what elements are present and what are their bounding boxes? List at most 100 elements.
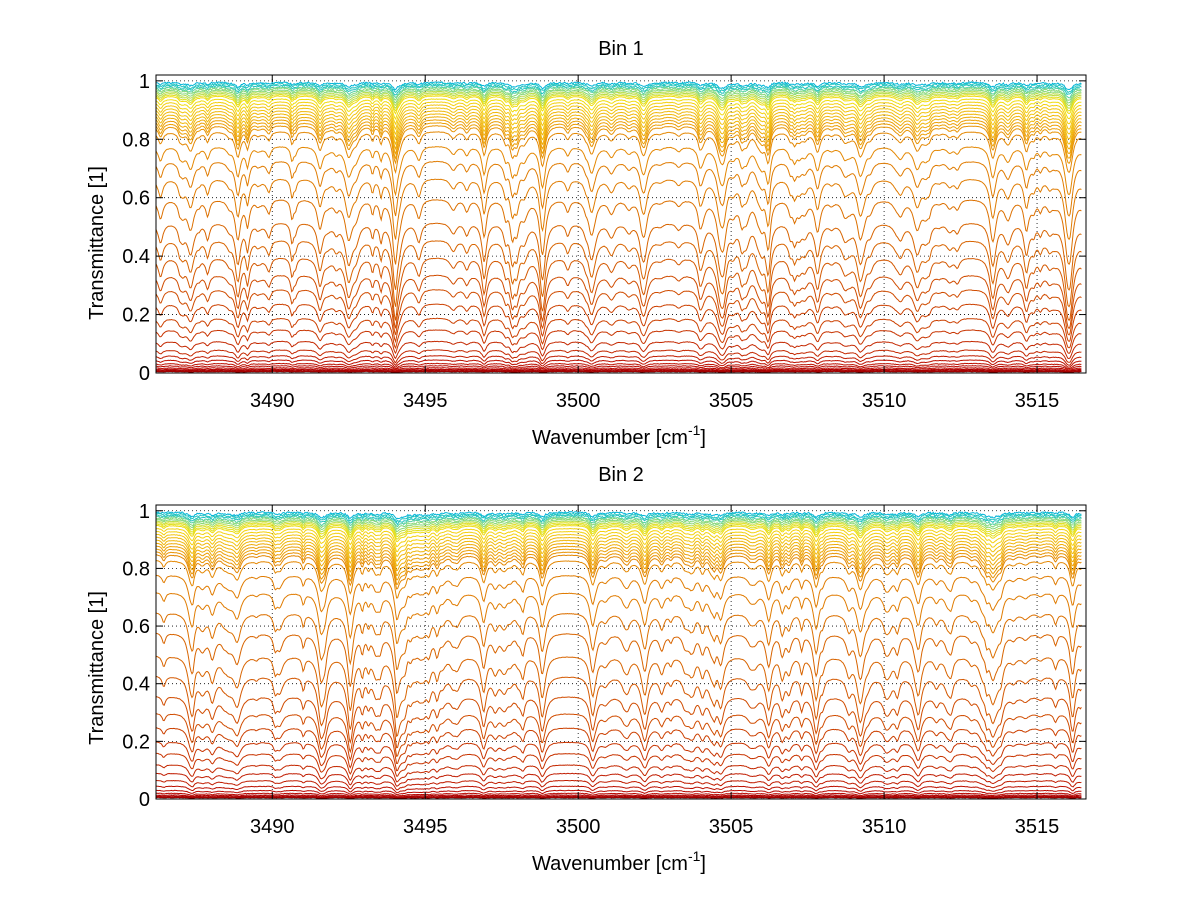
spectrum-curve	[155, 796, 1082, 799]
y-tick-label: 0.4	[122, 674, 150, 696]
spectrum-curve	[155, 632, 1082, 695]
spectrum-curve	[155, 548, 1082, 581]
spectrum-curve	[155, 329, 1082, 355]
y-tick-label: 0.8	[122, 129, 150, 151]
axes-box	[155, 74, 1087, 374]
x-tick-label: 3500	[556, 390, 601, 412]
x-tick-label: 3495	[403, 390, 448, 412]
spectrum-curve	[155, 93, 1082, 112]
subplot-bin-1: Bin 1 3490 3495 3500 3505 3510 3515 0 0.2 0.4 0.6…	[86, 38, 1087, 449]
spectrum-curve	[155, 110, 1082, 141]
spectrum-curve	[155, 369, 1082, 373]
x-tick-label: 3495	[403, 816, 448, 838]
spectrum-curve	[155, 533, 1082, 557]
spectrum-curve	[155, 551, 1082, 585]
spectrum-curve	[155, 82, 1082, 94]
spectrum-curve	[155, 727, 1082, 765]
plot-title: Bin 2	[598, 464, 644, 486]
spectrum-curve	[155, 122, 1082, 160]
spectrum-curve	[155, 340, 1082, 360]
y-tick-label: 0.2	[122, 305, 150, 327]
y-tick-label: 0.4	[122, 246, 150, 268]
x-tick-label: 3515	[1015, 816, 1060, 838]
y-tick-label: 0.6	[122, 188, 150, 210]
spectrum-curve	[155, 510, 1082, 520]
spectrum-curve	[155, 554, 1082, 590]
spectrum-curve	[155, 712, 1082, 757]
spectrum-curve	[155, 539, 1082, 567]
x-axis-label-main: Wavenumber [cm	[532, 427, 688, 449]
x-tick-label: 3490	[250, 816, 295, 838]
x-tick-label: 3510	[862, 390, 907, 412]
spectrum-curve	[155, 752, 1082, 777]
spectrum-curve	[155, 355, 1082, 367]
spectrum-curve	[155, 519, 1082, 533]
spectrum-curve	[155, 289, 1082, 336]
spectrum-curve	[155, 160, 1082, 217]
y-tick-label: 0.2	[122, 731, 150, 753]
spectrum-curve	[155, 675, 1082, 738]
spectrum-curve	[155, 303, 1082, 344]
spectrum-curve	[155, 89, 1082, 104]
x-tick-label: 3505	[709, 816, 754, 838]
spectra-curves	[155, 510, 1082, 799]
spectrum-curve	[155, 87, 1082, 101]
spectrum-curve	[155, 90, 1082, 107]
spectrum-curve	[155, 527, 1082, 548]
spectrum-curve	[156, 794, 1082, 798]
spectrum-curve	[155, 516, 1082, 530]
spectrum-curve	[155, 772, 1082, 787]
x-tick-label: 3500	[556, 816, 601, 838]
x-tick-label: 3505	[709, 390, 754, 412]
x-axis-label-end: ]	[700, 427, 706, 449]
spectrum-curve	[155, 785, 1082, 794]
spectrum-curve	[155, 119, 1082, 156]
plot-title: Bin 1	[598, 38, 644, 60]
spectrum-curve	[155, 95, 1082, 115]
spectrum-curve	[155, 370, 1082, 374]
spectrum-curve	[155, 655, 1082, 719]
spectrum-curve	[155, 365, 1082, 371]
spectrum-curve	[155, 530, 1082, 553]
spectrum-curve	[155, 84, 1082, 96]
spectrum-curve	[155, 131, 1082, 175]
spectrum-curve	[155, 257, 1082, 322]
spectrum-curve	[155, 98, 1082, 120]
spectrum-curve	[155, 592, 1082, 645]
spectrum-curve	[155, 362, 1082, 370]
spectrum-curve	[155, 359, 1082, 368]
spectrum-curve	[155, 240, 1082, 308]
spectrum-curve	[155, 513, 1082, 526]
x-tick-label: 3490	[250, 390, 295, 412]
x-tick-label: 3510	[862, 816, 907, 838]
x-axis-label-superscript: -1	[688, 848, 701, 864]
x-axis-label-superscript: -1	[688, 422, 701, 438]
spectrum-curve	[156, 367, 1082, 372]
spectrum-curve	[155, 199, 1082, 266]
x-axis-label: Wavenumber [cm-1]	[532, 422, 706, 449]
spectrum-curve	[155, 146, 1082, 197]
y-axis-label: Transmittance [1]	[86, 166, 108, 320]
spectrum-curve	[155, 520, 1082, 535]
subplot-bin-2: Bin 2 3490 3495 3500 3505 3510 3515 0 0.2 0.4 0.6…	[86, 464, 1087, 875]
y-tick-label: 0	[139, 789, 150, 811]
spectrum-curve	[155, 317, 1082, 350]
spectrum-curve	[155, 542, 1082, 572]
ticks: 3490 3495 3500 3505 3510 3515 0 0.2 0.4 0.6 0.8 1	[122, 71, 1086, 412]
spectrum-curve	[155, 792, 1082, 797]
spectrum-curve	[155, 536, 1082, 562]
spectrum-curve	[155, 545, 1082, 577]
spectra-curves	[155, 80, 1082, 374]
y-tick-label: 1	[139, 501, 150, 523]
spectrum-curve	[155, 764, 1082, 783]
axes-box	[155, 504, 1087, 800]
x-axis-label-main: Wavenumber [cm	[532, 853, 688, 875]
spectrum-curve	[155, 779, 1082, 791]
spectrum-curve	[155, 522, 1082, 538]
ticks: 3490 3495 3500 3505 3510 3515 0 0.2 0.4 0.6 0.8 1	[122, 501, 1086, 838]
spectrum-curve	[155, 574, 1082, 621]
spectrum-curve	[155, 92, 1082, 109]
spectrum-curve	[155, 104, 1082, 131]
